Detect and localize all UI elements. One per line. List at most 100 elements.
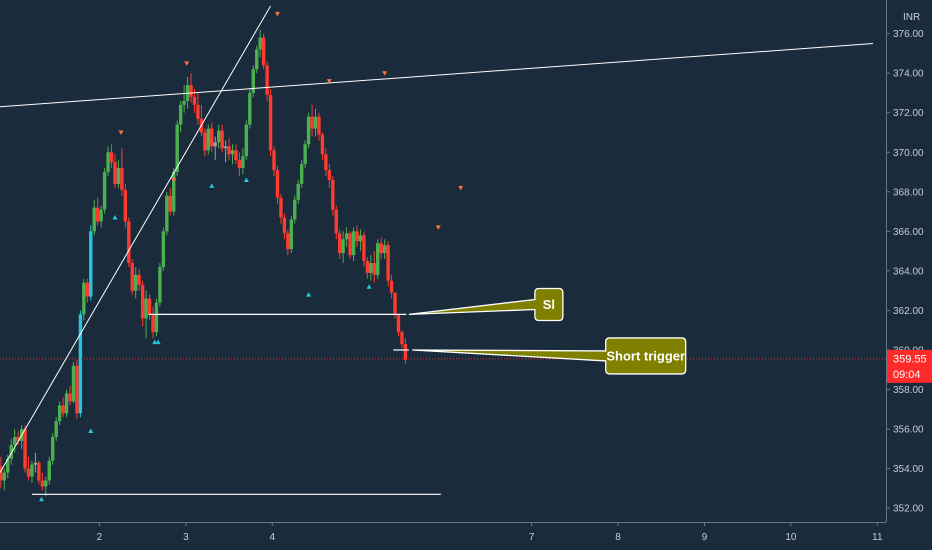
candle-body [68, 393, 72, 402]
candle-body [71, 365, 76, 402]
price-tick-label: 356.00 [893, 425, 924, 436]
candle-body [210, 128, 214, 147]
candle-body [161, 231, 166, 267]
candle-body [348, 233, 352, 256]
candle-body [0, 466, 3, 481]
price-tick-label: 370.00 [893, 148, 924, 159]
time-tick-label: 2 [97, 532, 103, 543]
candle-body [85, 282, 90, 297]
candle-body [358, 235, 363, 242]
candle-body [26, 468, 31, 477]
candle-body [78, 314, 83, 414]
candle-body [362, 235, 366, 262]
candle-body [2, 472, 7, 481]
pivot-low-marker [152, 339, 158, 345]
candle-body [258, 37, 262, 50]
candle-body [158, 266, 162, 303]
candle-body [355, 231, 359, 242]
sl-callout-label: Sl [543, 297, 555, 312]
candle-body [230, 150, 235, 155]
countdown-timer: 09:04 [893, 369, 921, 381]
candle-body [317, 116, 321, 135]
candle-body [279, 197, 283, 218]
time-tick-label: 8 [615, 532, 621, 543]
trend-line[interactable] [0, 5, 271, 473]
candle-body [165, 195, 169, 232]
candle-body [206, 128, 211, 151]
trend-line[interactable] [0, 43, 874, 108]
price-tick-label: 374.00 [893, 69, 924, 80]
candle-body [182, 100, 186, 105]
candle-body [140, 284, 145, 319]
candle-body [313, 116, 318, 129]
candle-body [134, 274, 138, 291]
candle-body [75, 365, 79, 414]
pivot-high-marker [458, 185, 464, 191]
candle-body [175, 124, 179, 173]
candle-body [192, 96, 197, 105]
candle-body [33, 462, 38, 465]
candle-body [154, 302, 159, 333]
candle-body [275, 170, 280, 198]
drawings-layer [0, 5, 886, 495]
candle-body [331, 179, 335, 210]
candle-body [251, 69, 255, 93]
time-axis[interactable]: 2 3 4 7 8 9 10 11 [97, 522, 883, 543]
candle-body [303, 144, 307, 165]
price-tick-label: 376.00 [893, 29, 924, 40]
pivot-low-marker [155, 339, 161, 345]
candle-body [344, 233, 349, 240]
sl-callout[interactable] [408, 287, 564, 322]
candle-body [351, 231, 356, 256]
candle-body [47, 460, 51, 481]
candle-body [327, 170, 332, 180]
candle-body [293, 199, 297, 220]
pivot-high-marker [118, 130, 124, 136]
candle-body [82, 282, 86, 315]
candle-body [99, 209, 103, 222]
candle-body [289, 219, 293, 250]
candle-body [376, 243, 380, 275]
candle-body [6, 458, 10, 473]
pivot-low-marker [366, 284, 372, 289]
short-trigger-callout[interactable] [412, 337, 687, 375]
callouts-layer: Sl Short trigger [408, 287, 687, 375]
candle-body [120, 168, 124, 190]
candle-body [16, 436, 20, 441]
candle-body [341, 239, 345, 254]
candle-body [268, 94, 273, 151]
price-tick-label: 364.00 [893, 266, 924, 277]
candle-body [248, 92, 252, 125]
last-price-badge: 359.55 09:04 [887, 349, 932, 383]
candle-body [44, 480, 48, 487]
price-tick-label: 372.00 [893, 108, 924, 119]
candle-body [144, 298, 148, 319]
time-tick-label: 7 [529, 532, 535, 543]
candle-body [95, 207, 100, 222]
candle-body [320, 134, 325, 155]
time-tick-label: 10 [785, 532, 797, 543]
candle-body [23, 429, 27, 469]
candle-body [89, 231, 93, 297]
candle-body [393, 292, 397, 315]
candle-body [116, 168, 121, 184]
last-price-value: 359.55 [893, 353, 927, 365]
pivot-high-marker [435, 225, 441, 230]
time-tick-label: 9 [702, 532, 708, 543]
candle-body [54, 421, 58, 437]
candle-body [220, 130, 224, 149]
price-tick-label: 362.00 [893, 306, 924, 317]
pivot-high-marker [171, 177, 177, 183]
candle-body [168, 195, 172, 212]
candle-body [40, 480, 45, 487]
candle-body [61, 405, 65, 414]
pivot-low-marker [243, 177, 249, 182]
candle-body [386, 245, 390, 281]
candle-body [338, 233, 342, 254]
candle-body [379, 243, 383, 254]
pivot-low-marker [306, 292, 312, 297]
candle-body [234, 150, 238, 161]
candle-body [369, 263, 373, 273]
